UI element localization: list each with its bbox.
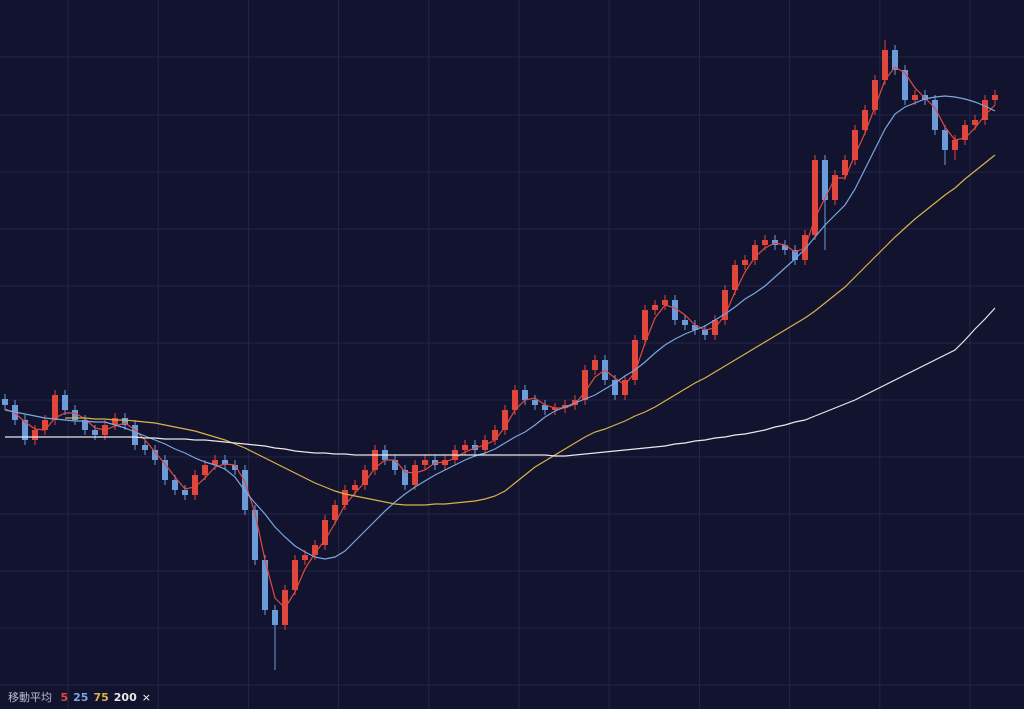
candle-body [692,325,698,330]
candle-body [842,160,848,175]
candle-body [862,110,868,130]
candle-body [82,420,88,430]
legend-entry: 200 [113,691,137,704]
candle-body [522,390,528,400]
candle-body [132,425,138,445]
candle-body [962,125,968,140]
candle-body [352,485,358,490]
legend: 移動平均 5 25 75 200 × [8,689,156,705]
candle-body [412,465,418,485]
candle-body [812,160,818,235]
candle-body [62,395,68,410]
candle-body [402,470,408,485]
candle-body [172,480,178,490]
candle-body [732,265,738,290]
candle-body [792,250,798,260]
candle-body [642,310,648,340]
candle-body [912,95,918,100]
candle-body [892,50,898,70]
candle-body [262,560,268,610]
ma-line [4,66,996,609]
candle-body [22,420,28,440]
candle-body [952,140,958,150]
candle-body [672,300,678,320]
candle-body [942,130,948,150]
candle-body [822,160,828,200]
candle-body [782,245,788,250]
candle-body [182,490,188,495]
candle-body [322,520,328,545]
ma-line [5,307,996,457]
candle-body [992,95,998,100]
candle-body [832,175,838,200]
candle-body [492,430,498,440]
candle-body [582,370,588,400]
candle-body [302,555,308,560]
candle-body [222,460,228,465]
legend-entry: 5 [60,691,69,704]
candle-body [972,120,978,125]
candle-body [722,290,728,320]
candle-body [462,445,468,450]
candle-body [702,330,708,335]
candle-body [902,70,908,100]
candle-body [122,418,128,425]
candle-body [882,50,888,80]
candle-body [392,460,398,470]
ma-line [4,95,996,560]
candle-body [852,130,858,160]
candle-body [662,300,668,305]
candle-body [232,465,238,470]
candle-body [422,460,428,465]
candle-body [52,395,58,420]
candle-body [872,80,878,110]
candle-body [2,399,8,405]
candle-body [552,408,558,410]
candle-body [372,450,378,470]
candle-body [252,510,258,560]
candle-body [162,460,168,480]
candle-body [632,340,638,380]
candle-body [612,380,618,395]
legend-close[interactable]: × [141,691,151,704]
candle-body [92,430,98,435]
candle-body [652,305,658,310]
candle-body [622,380,628,395]
candle-body [342,490,348,505]
candle-body [932,100,938,130]
candle-body [752,245,758,260]
candle-body [742,260,748,265]
candle-body [202,465,208,475]
candle-body [42,420,48,430]
legend-title: 移動平均 [8,691,52,704]
candle-body [542,405,548,410]
candle-body [192,475,198,495]
candle-body [332,505,338,520]
candle-body [362,470,368,485]
candle-body [142,445,148,450]
candle-body [152,450,158,460]
legend-entry: 25 [73,691,89,704]
candle-body [512,390,518,410]
candle-body [592,360,598,370]
candle-body [502,410,508,430]
candle-body [982,100,988,120]
candle-body [532,400,538,405]
candle-body [212,460,218,465]
candle-body [72,410,78,420]
candle-body [32,430,38,440]
candle-body [112,418,118,425]
ma-line [65,154,996,506]
candle-body [762,240,768,245]
legend-entry: 75 [93,691,109,704]
candle-body [272,610,278,625]
candle-body [682,320,688,325]
candle-body [312,545,318,555]
candle-body [292,560,298,590]
